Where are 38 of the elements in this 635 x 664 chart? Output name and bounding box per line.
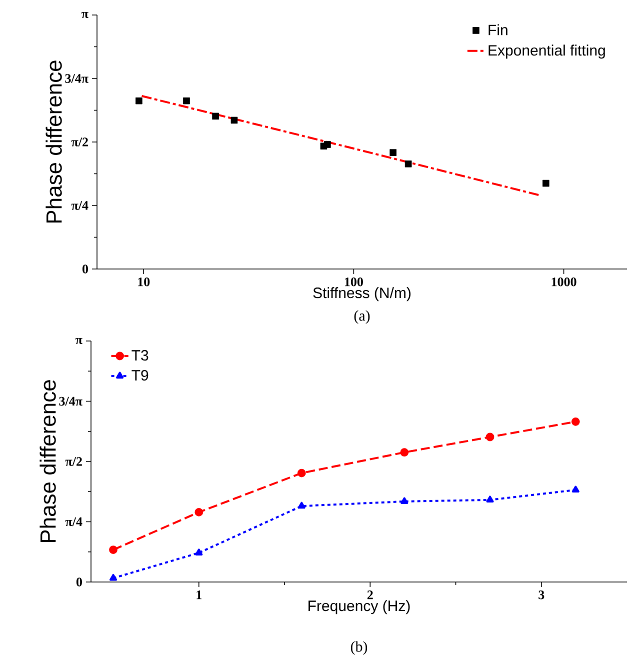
text: (a) xyxy=(354,310,370,324)
point xyxy=(194,508,204,516)
y-tick-label: π xyxy=(82,12,88,18)
x-tick-label: 1 xyxy=(196,590,202,600)
point xyxy=(297,468,306,478)
y-tick-label: π xyxy=(76,338,82,344)
x-axis-title: Frequency (Hz) xyxy=(308,600,410,614)
legend-label: Exponential fitting xyxy=(488,44,605,59)
x-tick-label: 10 xyxy=(138,278,150,286)
point xyxy=(195,548,203,556)
point xyxy=(298,502,306,509)
point xyxy=(486,496,494,503)
x-tick-label: 1000 xyxy=(552,278,576,286)
x-axis-title: Stiffness (N/m) xyxy=(313,287,411,302)
x-tick-label: 100 xyxy=(344,278,363,286)
point xyxy=(109,546,118,554)
y-tick-label: π/2 xyxy=(65,457,82,466)
y-tick-label: 3/4π xyxy=(65,74,88,83)
point xyxy=(572,486,580,493)
point xyxy=(486,432,494,442)
y-tick-label: 0 xyxy=(82,264,88,274)
y-tick-label: π/4 xyxy=(65,517,82,526)
y-tick-label: 0 xyxy=(76,578,82,586)
y-tick-label: π/4 xyxy=(71,201,88,210)
y-tick-label: π/2 xyxy=(71,138,88,146)
text: (b) xyxy=(350,641,368,655)
point xyxy=(400,448,409,457)
legend-label: Fin xyxy=(488,24,508,36)
point xyxy=(109,574,118,581)
y-axis-title: Phase difference xyxy=(40,380,56,542)
point xyxy=(571,417,580,426)
legend-label: T9 xyxy=(132,370,148,381)
y-tick-label: 3/4π xyxy=(59,396,82,406)
y-axis-title: Phase difference xyxy=(46,60,62,223)
legend-label: T3 xyxy=(132,350,148,361)
x-tick-label: 2 xyxy=(367,590,373,600)
point xyxy=(400,497,408,504)
x-tick-label: 3 xyxy=(538,590,544,600)
